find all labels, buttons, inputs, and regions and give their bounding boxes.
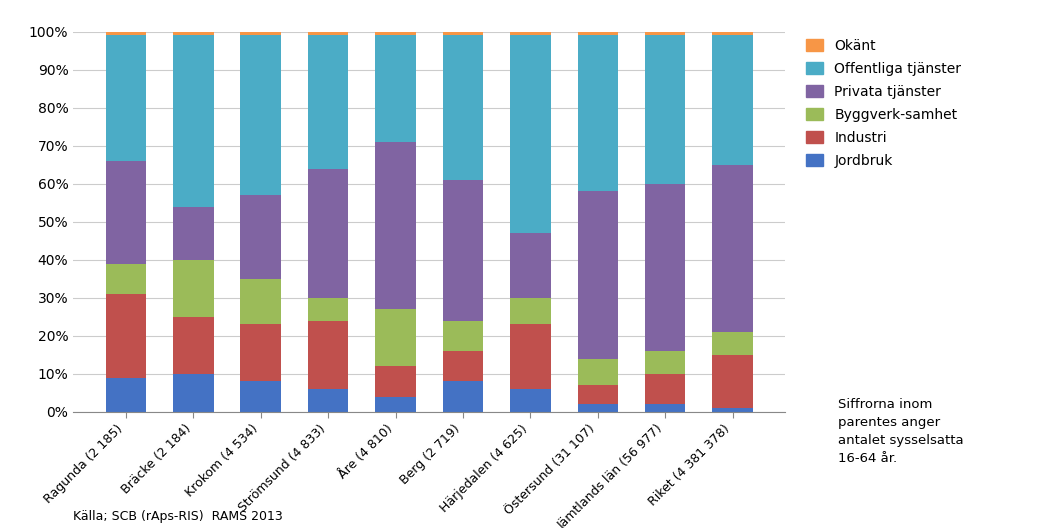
- Bar: [712, 32, 753, 35]
- Bar: [510, 389, 551, 412]
- Bar: [173, 317, 214, 374]
- Bar: [578, 32, 618, 35]
- Bar: [308, 35, 349, 168]
- Bar: [106, 161, 147, 263]
- Bar: [712, 35, 753, 165]
- Bar: [241, 324, 281, 381]
- Bar: [510, 35, 551, 233]
- Bar: [443, 180, 484, 320]
- Bar: [645, 374, 686, 404]
- Bar: [173, 374, 214, 412]
- Bar: [712, 355, 753, 408]
- Bar: [106, 378, 147, 412]
- Bar: [443, 32, 484, 35]
- Bar: [578, 35, 618, 191]
- Bar: [308, 320, 349, 389]
- Bar: [645, 404, 686, 412]
- Bar: [510, 32, 551, 35]
- Bar: [510, 233, 551, 298]
- Bar: [578, 385, 618, 404]
- Bar: [308, 168, 349, 298]
- Bar: [510, 298, 551, 324]
- Bar: [645, 351, 686, 374]
- Bar: [578, 359, 618, 385]
- Bar: [375, 32, 416, 35]
- Bar: [106, 263, 147, 294]
- Bar: [375, 366, 416, 397]
- Bar: [510, 324, 551, 389]
- Legend: Okänt, Offentliga tjänster, Privata tjänster, Byggverk-samhet, Industri, Jordbru: Okänt, Offentliga tjänster, Privata tjän…: [806, 39, 961, 168]
- Bar: [375, 397, 416, 412]
- Text: Källa; SCB (rAps-RIS)  RAMS 2013: Källa; SCB (rAps-RIS) RAMS 2013: [73, 510, 283, 523]
- Bar: [308, 32, 349, 35]
- Bar: [241, 32, 281, 35]
- Bar: [443, 351, 484, 381]
- Bar: [106, 32, 147, 35]
- Bar: [173, 206, 214, 260]
- Bar: [241, 35, 281, 195]
- Bar: [308, 298, 349, 320]
- Bar: [712, 165, 753, 332]
- Bar: [241, 279, 281, 324]
- Bar: [712, 408, 753, 412]
- Bar: [645, 184, 686, 351]
- Bar: [106, 35, 147, 161]
- Bar: [375, 309, 416, 366]
- Bar: [375, 35, 416, 142]
- Bar: [241, 195, 281, 279]
- Bar: [443, 320, 484, 351]
- Bar: [712, 332, 753, 355]
- Bar: [173, 260, 214, 317]
- Bar: [443, 35, 484, 180]
- Bar: [443, 381, 484, 412]
- Bar: [241, 381, 281, 412]
- Bar: [645, 32, 686, 35]
- Bar: [308, 389, 349, 412]
- Bar: [578, 404, 618, 412]
- Bar: [106, 294, 147, 378]
- Bar: [375, 142, 416, 309]
- Bar: [578, 191, 618, 359]
- Bar: [173, 35, 214, 206]
- Text: Siffrorna inom
parentes anger
antalet sysselsatta
16-64 år.: Siffrorna inom parentes anger antalet sy…: [838, 398, 963, 465]
- Bar: [645, 35, 686, 184]
- Bar: [173, 32, 214, 35]
